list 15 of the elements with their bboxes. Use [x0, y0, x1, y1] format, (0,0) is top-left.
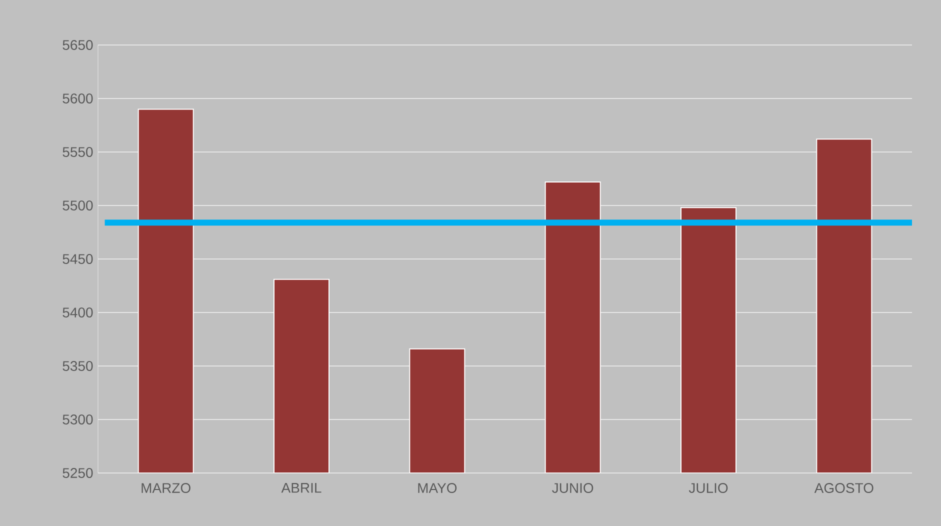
x-tick-label: ABRIL [281, 483, 322, 493]
y-tick-label: 5650 [62, 40, 93, 50]
y-tick-label: 5400 [62, 308, 93, 318]
y-tick-label: 5350 [62, 361, 93, 371]
x-tick-label: MARZO [142, 483, 190, 493]
y-tick-label: 5550 [62, 147, 93, 157]
y-tick-label: 5600 [62, 94, 93, 104]
y-tick-label: 5300 [62, 414, 93, 424]
x-tick-label: JULIO [688, 483, 728, 493]
y-tick-label: 5450 [62, 254, 93, 264]
x-tick-label: AGOSTO [814, 483, 874, 493]
x-tick-label: MAYO [418, 483, 457, 493]
y-tick-label: 5250 [62, 468, 93, 478]
y-tick-label: 5500 [62, 200, 93, 210]
x-tick-label: JUNIO [552, 483, 594, 493]
